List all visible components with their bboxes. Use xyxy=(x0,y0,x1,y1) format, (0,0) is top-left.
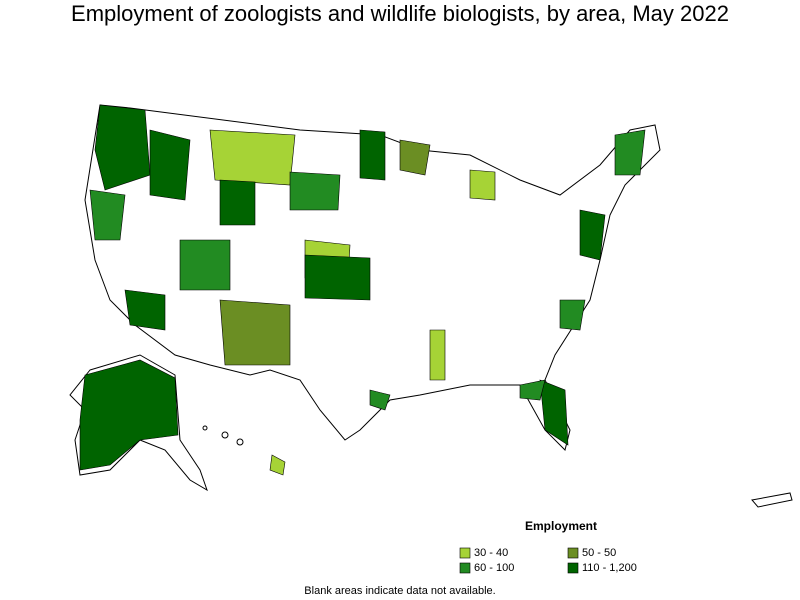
footnote: Blank areas indicate data not available. xyxy=(304,585,495,597)
hawaii-outline xyxy=(202,425,286,476)
puerto-rico-outline xyxy=(751,492,793,508)
legend-items: 30 - 40 50 - 50 60 - 100 110 - 1,200 xyxy=(459,547,637,574)
legend-label: 60 - 100 xyxy=(474,562,514,574)
legend-label: 110 - 1,200 xyxy=(582,562,637,574)
legend-label: 30 - 40 xyxy=(474,547,508,559)
legend-swatch xyxy=(459,547,471,559)
legend-swatch xyxy=(567,547,579,559)
legend-label: 50 - 50 xyxy=(582,547,616,559)
colored-areas xyxy=(79,104,646,471)
map-title: Employment of zoologists and wildlife bi… xyxy=(71,1,729,26)
legend-title: Employment xyxy=(525,519,597,533)
legend-swatch xyxy=(459,562,471,574)
map xyxy=(69,104,793,508)
legend: Employment 30 - 40 50 - 50 60 - 100 110 - 1… xyxy=(459,519,637,574)
legend-swatch xyxy=(567,562,579,574)
